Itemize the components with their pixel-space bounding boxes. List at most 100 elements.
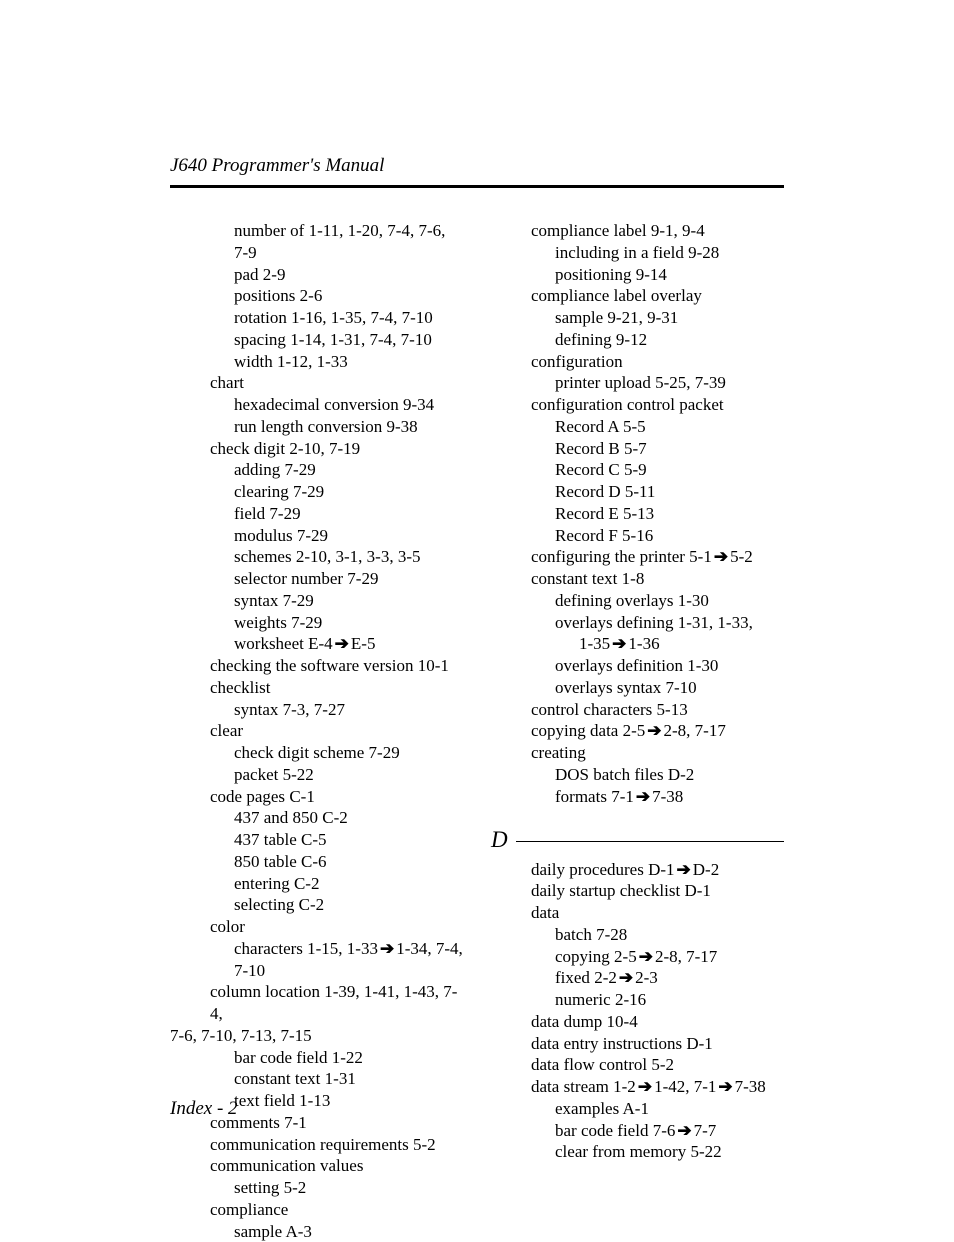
page-refs: D-1 bbox=[686, 1034, 712, 1053]
index-term: bar code field bbox=[555, 1121, 648, 1140]
page-refs: 7-28 bbox=[596, 925, 627, 944]
page-refs: 1-8 bbox=[622, 569, 645, 588]
index-entry: 7-6, 7-10, 7-13, 7-15 bbox=[170, 1025, 463, 1047]
page-refs: 7-29 bbox=[285, 460, 316, 479]
page-refs: 1-31 bbox=[325, 1069, 356, 1088]
index-entry: data stream 1-2 ➔ 1-42, 7-1 ➔ 7-38 bbox=[491, 1076, 784, 1098]
arrow-icon: ➔ bbox=[333, 633, 351, 655]
index-entry: characters 1-15, 1-33 ➔ 1-34, 7-4, 7-10 bbox=[170, 938, 463, 982]
index-entry: printer upload 5-25, 7-39 bbox=[491, 372, 784, 394]
index-term: checking the software version bbox=[210, 656, 413, 675]
index-term: 850 table bbox=[234, 852, 297, 871]
page-refs: 5-7 bbox=[624, 439, 647, 458]
page-refs: 5-13 bbox=[657, 700, 688, 719]
index-entry: creating bbox=[491, 742, 784, 764]
page-refs: 7-38 bbox=[735, 1077, 766, 1096]
index-entry: clearing 7-29 bbox=[170, 481, 463, 503]
index-entry: 437 and 850 C-2 bbox=[170, 807, 463, 829]
right-column-lower: daily procedures D-1 ➔ D-2daily startup … bbox=[491, 859, 784, 1164]
index-entry: positions 2-6 bbox=[170, 285, 463, 307]
index-entry: 437 table C-5 bbox=[170, 829, 463, 851]
index-entry: worksheet E-4 ➔ E-5 bbox=[170, 633, 463, 655]
index-term: positions bbox=[234, 286, 295, 305]
page-refs: 7-29 bbox=[283, 591, 314, 610]
page-refs: 10-4 bbox=[607, 1012, 638, 1031]
page-refs: 7-38 bbox=[652, 787, 683, 806]
page-refs: 1-15, 1-33 bbox=[307, 939, 378, 958]
index-term: creating bbox=[531, 743, 586, 762]
index-term: data flow control bbox=[531, 1055, 647, 1074]
index-entry: hexadecimal conversion 9-34 bbox=[170, 394, 463, 416]
page-refs: A-1 bbox=[623, 1099, 649, 1118]
index-term: Record C bbox=[555, 460, 620, 479]
index-term: modulus bbox=[234, 526, 293, 545]
page-refs: 7-7 bbox=[694, 1121, 717, 1140]
index-entry: check digit 2-10, 7-19 bbox=[170, 438, 463, 460]
index-term: data bbox=[531, 903, 559, 922]
index-entry: code pages C-1 bbox=[170, 786, 463, 808]
page-refs: 5-2 bbox=[651, 1055, 674, 1074]
page-refs: 7-29 bbox=[369, 743, 400, 762]
arrow-icon: ➔ bbox=[617, 967, 635, 989]
page-refs: C-2 bbox=[299, 895, 325, 914]
index-term: run length conversion bbox=[234, 417, 382, 436]
index-term: setting bbox=[234, 1178, 279, 1197]
index-entry: overlays syntax 7-10 bbox=[491, 677, 784, 699]
index-entry: overlays defining 1-31, 1-33, bbox=[491, 612, 784, 634]
page-refs: C-2 bbox=[294, 874, 320, 893]
index-entry: 1-35 ➔ 1-36 bbox=[491, 633, 784, 655]
page-refs: 7-3, 7-27 bbox=[283, 700, 345, 719]
index-entry: checklist bbox=[170, 677, 463, 699]
index-term: compliance label bbox=[531, 221, 647, 240]
index-term: Record B bbox=[555, 439, 620, 458]
index-entry: numeric 2-16 bbox=[491, 989, 784, 1011]
index-term: DOS batch files bbox=[555, 765, 664, 784]
page-refs: 5-11 bbox=[625, 482, 656, 501]
index-term: overlays definition bbox=[555, 656, 683, 675]
index-entry: configuring the printer 5-1 ➔ 5-2 bbox=[491, 546, 784, 568]
index-entry: copying data 2-5 ➔ 2-8, 7-17 bbox=[491, 720, 784, 742]
index-entry: clear from memory 5-22 bbox=[491, 1141, 784, 1163]
index-entry: overlays definition 1-30 bbox=[491, 655, 784, 677]
index-entry: rotation 1-16, 1-35, 7-4, 7-10 bbox=[170, 307, 463, 329]
page-refs: 5-2 bbox=[284, 1178, 307, 1197]
index-term: compliance bbox=[210, 1200, 288, 1219]
index-term: adding bbox=[234, 460, 280, 479]
page-refs: 5-1 bbox=[689, 547, 712, 566]
page-refs: 1-42, 7-1 bbox=[654, 1077, 716, 1096]
index-term: check digit scheme bbox=[234, 743, 364, 762]
index-term: numeric bbox=[555, 990, 611, 1009]
index-entry: compliance label 9-1, 9-4 bbox=[491, 220, 784, 242]
index-term: rotation bbox=[234, 308, 287, 327]
index-entry: check digit scheme 7-29 bbox=[170, 742, 463, 764]
index-term: printer upload bbox=[555, 373, 651, 392]
index-term: overlays defining bbox=[555, 613, 674, 632]
index-entry: weights 7-29 bbox=[170, 612, 463, 634]
index-term: syntax bbox=[234, 700, 278, 719]
index-entry: setting 5-2 bbox=[170, 1177, 463, 1199]
page-refs: 2-10, 3-1, 3-3, 3-5 bbox=[296, 547, 421, 566]
index-entry: copying 2-5 ➔ 2-8, 7-17 bbox=[491, 946, 784, 968]
page-refs: 1-13 bbox=[299, 1091, 330, 1110]
index-term: defining bbox=[555, 330, 612, 349]
page-refs: 9-21, 9-31 bbox=[607, 308, 678, 327]
page-refs: C-5 bbox=[301, 830, 327, 849]
page-refs: E-4 bbox=[308, 634, 333, 653]
section-heading-d: D bbox=[491, 825, 784, 854]
index-term: 1-35 bbox=[579, 634, 610, 653]
index-term: chart bbox=[210, 373, 244, 392]
index-entry: modulus 7-29 bbox=[170, 525, 463, 547]
index-entry: spacing 1-14, 1-31, 7-4, 7-10 bbox=[170, 329, 463, 351]
page-refs: D-2 bbox=[668, 765, 694, 784]
page-refs: 5-25, 7-39 bbox=[655, 373, 726, 392]
page-refs: D-1 bbox=[684, 881, 710, 900]
index-entry: batch 7-28 bbox=[491, 924, 784, 946]
page-refs: 10-1 bbox=[418, 656, 449, 675]
index-term: examples bbox=[555, 1099, 619, 1118]
index-entry: compliance bbox=[170, 1199, 463, 1221]
index-term: data dump bbox=[531, 1012, 602, 1031]
index-term: configuration control packet bbox=[531, 395, 724, 414]
page-refs: 2-2 bbox=[594, 968, 617, 987]
index-term: daily startup checklist bbox=[531, 881, 680, 900]
index-term: communication requirements bbox=[210, 1135, 409, 1154]
